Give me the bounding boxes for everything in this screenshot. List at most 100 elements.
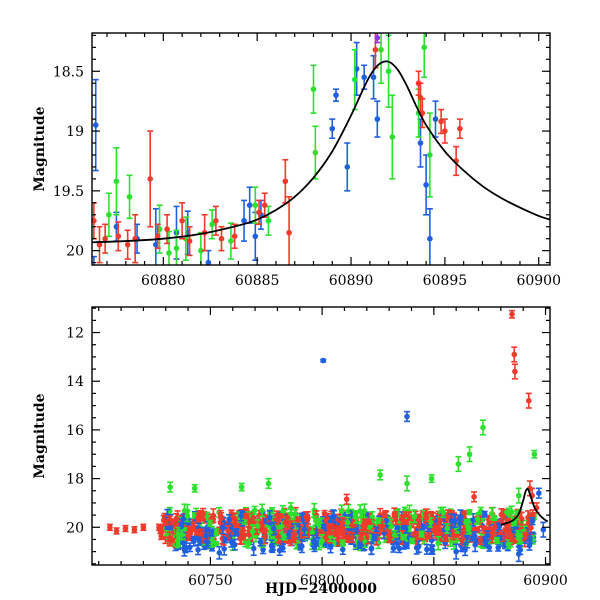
y-tick-label: 18 [66, 472, 84, 488]
data-point [423, 514, 429, 521]
data-point [344, 536, 351, 543]
x-tick-label: 60900 [523, 573, 568, 589]
data-point [113, 528, 120, 534]
data-point [254, 523, 261, 529]
data-point [156, 524, 162, 531]
data-point [288, 505, 294, 511]
data-point [310, 538, 317, 544]
data-point [331, 513, 337, 520]
data-point [326, 529, 333, 535]
data-point [309, 529, 316, 536]
y-axis-title: Magnitude [32, 393, 48, 478]
data-point [443, 534, 449, 540]
data-point [411, 513, 418, 520]
data-point [411, 530, 418, 537]
data-point [369, 514, 376, 520]
plot-frame [91, 32, 551, 266]
series-0 [91, 41, 439, 272]
series-0 [216, 357, 547, 563]
data-point [238, 512, 244, 519]
data-point [509, 311, 515, 318]
data-point [256, 209, 262, 216]
data-point [424, 546, 430, 553]
data-point [173, 515, 180, 522]
data-point [266, 514, 273, 521]
panel-1: 60750 60800 60850 60900 12 14 16 18 20 Magnitude H… [32, 306, 568, 597]
data-point [378, 46, 384, 53]
data-point [438, 118, 444, 125]
model-curve [92, 60, 550, 244]
data-point [427, 235, 433, 242]
data-point [213, 541, 220, 547]
data-point [261, 202, 268, 209]
data-point [221, 546, 228, 552]
data-point [357, 542, 363, 549]
data-point [351, 76, 358, 83]
data-point [326, 523, 333, 529]
data-point [92, 122, 99, 128]
data-point [115, 233, 122, 240]
data-point [457, 125, 463, 132]
data-point [96, 241, 103, 248]
data-point [512, 368, 518, 375]
data-point [435, 540, 441, 547]
data-point [474, 516, 481, 522]
data-point [480, 424, 486, 431]
data-point [361, 74, 367, 81]
data-point [203, 538, 210, 545]
data-point [164, 226, 170, 232]
data-point [225, 528, 231, 534]
data-point [179, 217, 185, 224]
data-point [423, 182, 429, 188]
y-tick-label: 19.5 [53, 184, 84, 200]
data-point [218, 515, 224, 521]
data-point [277, 513, 283, 519]
data-point [228, 538, 235, 545]
data-point [343, 496, 350, 503]
y-axis-title: Magnitude [32, 106, 48, 191]
data-point [187, 544, 193, 551]
data-point [504, 528, 511, 535]
data-point [425, 533, 432, 539]
data-point [238, 535, 245, 541]
data-point [339, 546, 346, 553]
data-point [528, 524, 534, 531]
data-point [415, 543, 422, 550]
data-point [522, 532, 529, 538]
x-tick-label: 60750 [188, 573, 233, 589]
data-point [471, 494, 477, 500]
data-point [238, 484, 245, 490]
data-point [417, 140, 424, 146]
data-point [91, 266, 97, 272]
data-point [167, 484, 173, 490]
data-point [392, 511, 398, 518]
data-point [301, 526, 308, 532]
data-point [106, 211, 112, 218]
data-point [344, 164, 351, 170]
data-point [243, 513, 249, 519]
data-point [329, 125, 336, 132]
series-2 [92, 33, 463, 265]
data-point [453, 548, 459, 555]
data-point [450, 532, 457, 539]
series-2 [106, 309, 540, 535]
x-tick-label: 60900 [516, 273, 561, 289]
data-point [374, 116, 381, 122]
data-point [515, 492, 522, 499]
y-tick-label: 19 [66, 124, 84, 140]
data-point [195, 514, 201, 521]
data-point [107, 524, 113, 531]
data-point [303, 514, 309, 520]
data-point [400, 534, 406, 540]
data-point [140, 524, 147, 531]
data-point [494, 537, 500, 544]
data-point [481, 511, 488, 518]
data-point [280, 508, 286, 515]
data-point [295, 516, 301, 523]
data-point [262, 534, 268, 540]
data-point [358, 531, 365, 538]
data-point [249, 528, 256, 535]
model-curve [500, 487, 549, 526]
data-point [540, 526, 547, 533]
